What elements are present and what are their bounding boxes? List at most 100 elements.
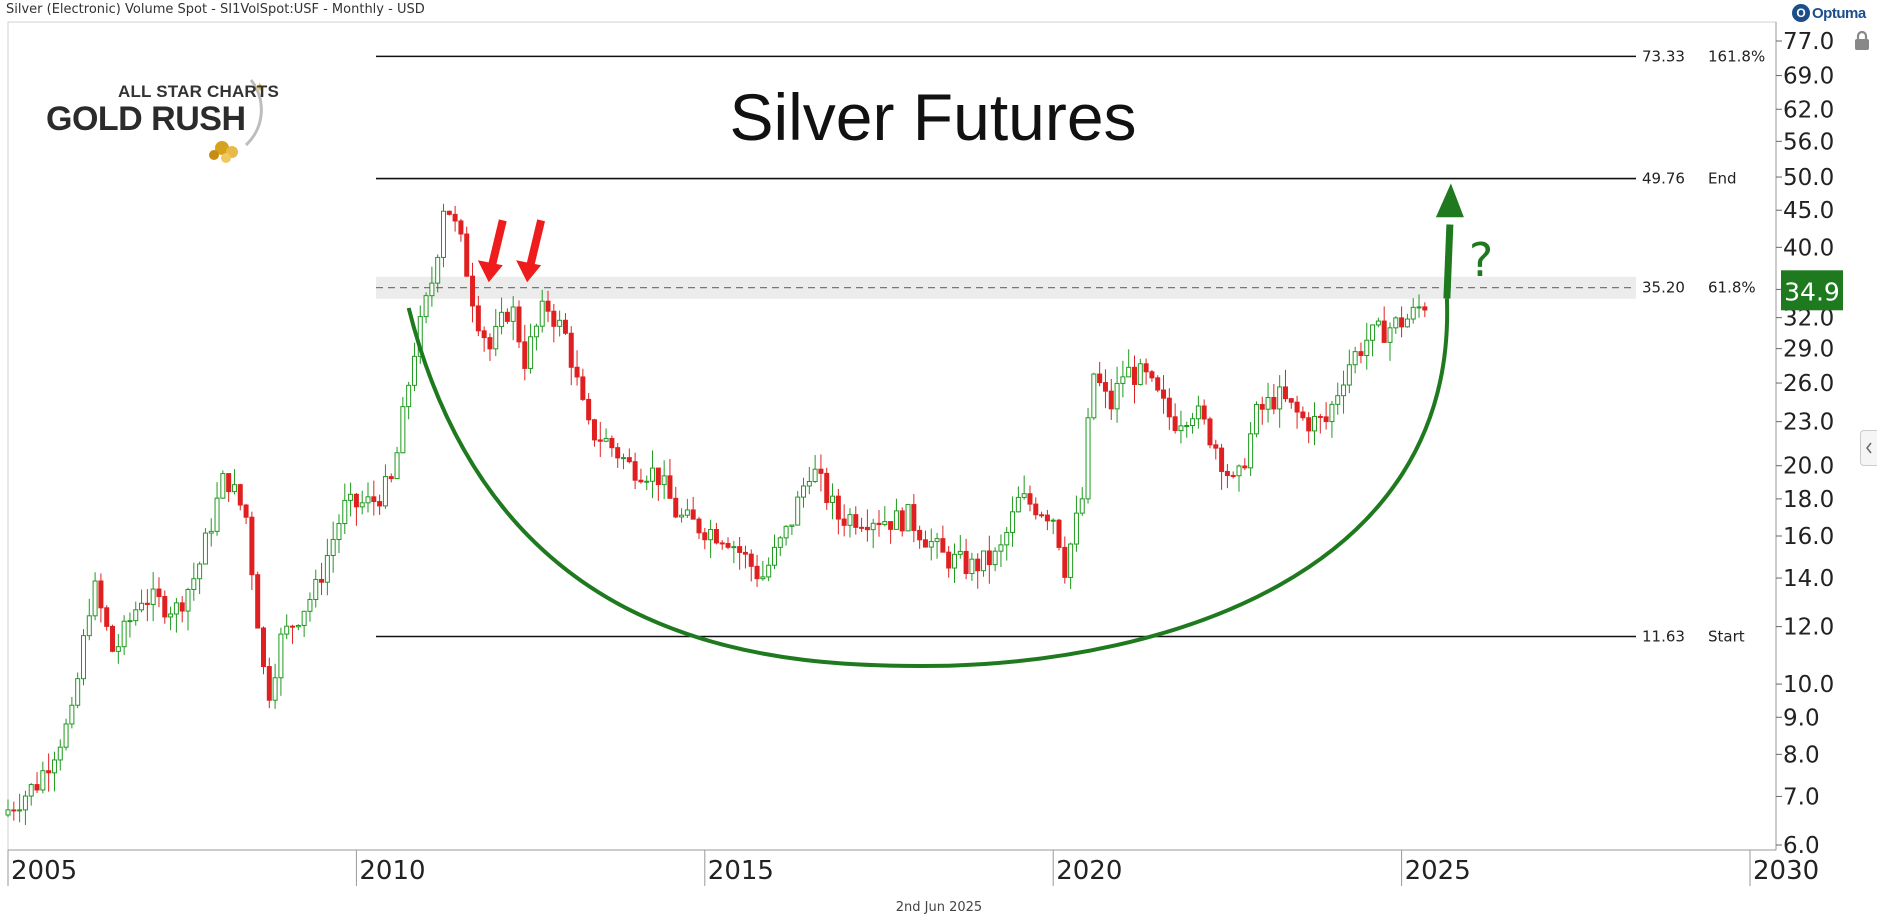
candle <box>1393 316 1399 334</box>
lock-icon[interactable] <box>1852 30 1872 52</box>
y-tick-label-15: 40.0 <box>1783 235 1834 261</box>
candle <box>975 553 981 589</box>
candle <box>243 503 249 524</box>
candle <box>876 509 882 537</box>
current-price-label: 34.9 <box>1784 277 1840 306</box>
y-tick-label-4: 10.0 <box>1783 672 1834 698</box>
candle <box>411 342 417 392</box>
candle <box>1015 486 1021 513</box>
candle <box>888 521 894 544</box>
candle <box>348 482 354 517</box>
candle <box>1404 313 1410 328</box>
candle <box>330 521 336 573</box>
candle <box>719 540 725 550</box>
candle <box>638 468 644 484</box>
candle <box>435 254 441 293</box>
y-tick-label-6: 14.0 <box>1783 566 1834 592</box>
candle <box>11 801 17 821</box>
y-tick-label-9: 20.0 <box>1783 454 1834 480</box>
candle <box>284 614 290 640</box>
candle <box>168 606 174 631</box>
candle <box>824 467 830 510</box>
candle <box>481 326 487 352</box>
chevron-left-icon <box>1866 442 1872 454</box>
candle <box>1178 410 1184 444</box>
candle <box>63 718 69 751</box>
candle <box>121 615 127 656</box>
candle <box>632 452 638 490</box>
fib-levels: 73.33 161.8% 49.76 End 35.20 61.8% 11.63 Start <box>376 47 1765 645</box>
candle <box>1091 372 1097 421</box>
candle <box>742 545 748 569</box>
candle <box>992 547 998 572</box>
y-tick-label-20: 69.0 <box>1783 64 1834 90</box>
candle <box>319 562 325 595</box>
fib-name-label-3: Start <box>1708 627 1745 645</box>
y-tick-label-7: 16.0 <box>1783 524 1834 550</box>
candle <box>475 295 481 337</box>
red-arrow-head-1 <box>516 260 542 283</box>
candlestick-series <box>5 203 1428 826</box>
chart-instrument-title: Silver (Electronic) Volume Spot - SI1Vol… <box>6 2 425 17</box>
candle <box>934 532 940 559</box>
axes: 6.0 7.0 8.0 9.0 10.0 12.0 14.0 16.0 18.0 20.0 23.0… <box>7 22 1843 886</box>
candle <box>893 498 899 530</box>
candle <box>679 508 685 523</box>
candle <box>1010 496 1016 547</box>
candle <box>144 589 150 622</box>
candle <box>1358 342 1364 364</box>
candle <box>1195 395 1201 429</box>
candle <box>830 483 836 520</box>
candle <box>115 634 121 664</box>
candle <box>655 467 661 501</box>
y-tick-label-8: 18.0 <box>1783 487 1834 513</box>
candle <box>1253 401 1259 438</box>
candle <box>17 793 23 823</box>
candle <box>359 490 365 515</box>
candle <box>812 455 818 484</box>
candle <box>1027 485 1033 512</box>
fib-value-label-1: 49.76 <box>1642 170 1685 188</box>
collapse-panel-tab[interactable] <box>1860 430 1877 466</box>
footer-date: 2nd Jun 2025 <box>895 900 983 915</box>
candle <box>1335 382 1341 415</box>
candle <box>859 517 865 532</box>
y-tick-label-5: 12.0 <box>1783 615 1834 641</box>
y-tick-label-2: 8.0 <box>1783 742 1820 768</box>
candle <box>1306 412 1312 444</box>
candle <box>452 205 458 232</box>
candle <box>591 418 597 447</box>
candle <box>522 324 528 381</box>
optuma-brand-text: Optuma <box>1812 4 1866 22</box>
candle <box>1085 407 1091 504</box>
candle <box>1039 511 1045 518</box>
candle <box>905 504 911 532</box>
x-tick-label-3: 2020 <box>1056 856 1122 886</box>
candle <box>127 612 133 638</box>
candle <box>1126 349 1132 378</box>
candle <box>1294 395 1300 429</box>
candle <box>1288 398 1294 409</box>
candle <box>1114 366 1120 423</box>
candle <box>1259 396 1265 425</box>
candle <box>1184 421 1190 438</box>
candle <box>1312 402 1317 446</box>
fib-value-label-3: 11.63 <box>1642 627 1685 645</box>
candle <box>429 266 435 307</box>
candle <box>295 624 301 631</box>
candle <box>290 624 296 644</box>
candle <box>1323 402 1329 430</box>
up-arrow-shaft <box>1443 224 1454 299</box>
candle <box>110 624 116 653</box>
candle <box>696 516 702 540</box>
candle <box>1329 400 1335 438</box>
candle <box>57 739 63 771</box>
candle <box>493 308 499 357</box>
fib-value-label-0: 73.33 <box>1642 47 1685 65</box>
candle <box>969 552 975 581</box>
candle <box>446 210 452 216</box>
candle <box>34 772 40 793</box>
y-tick-label-19: 62.0 <box>1783 97 1834 123</box>
candle <box>835 488 841 535</box>
